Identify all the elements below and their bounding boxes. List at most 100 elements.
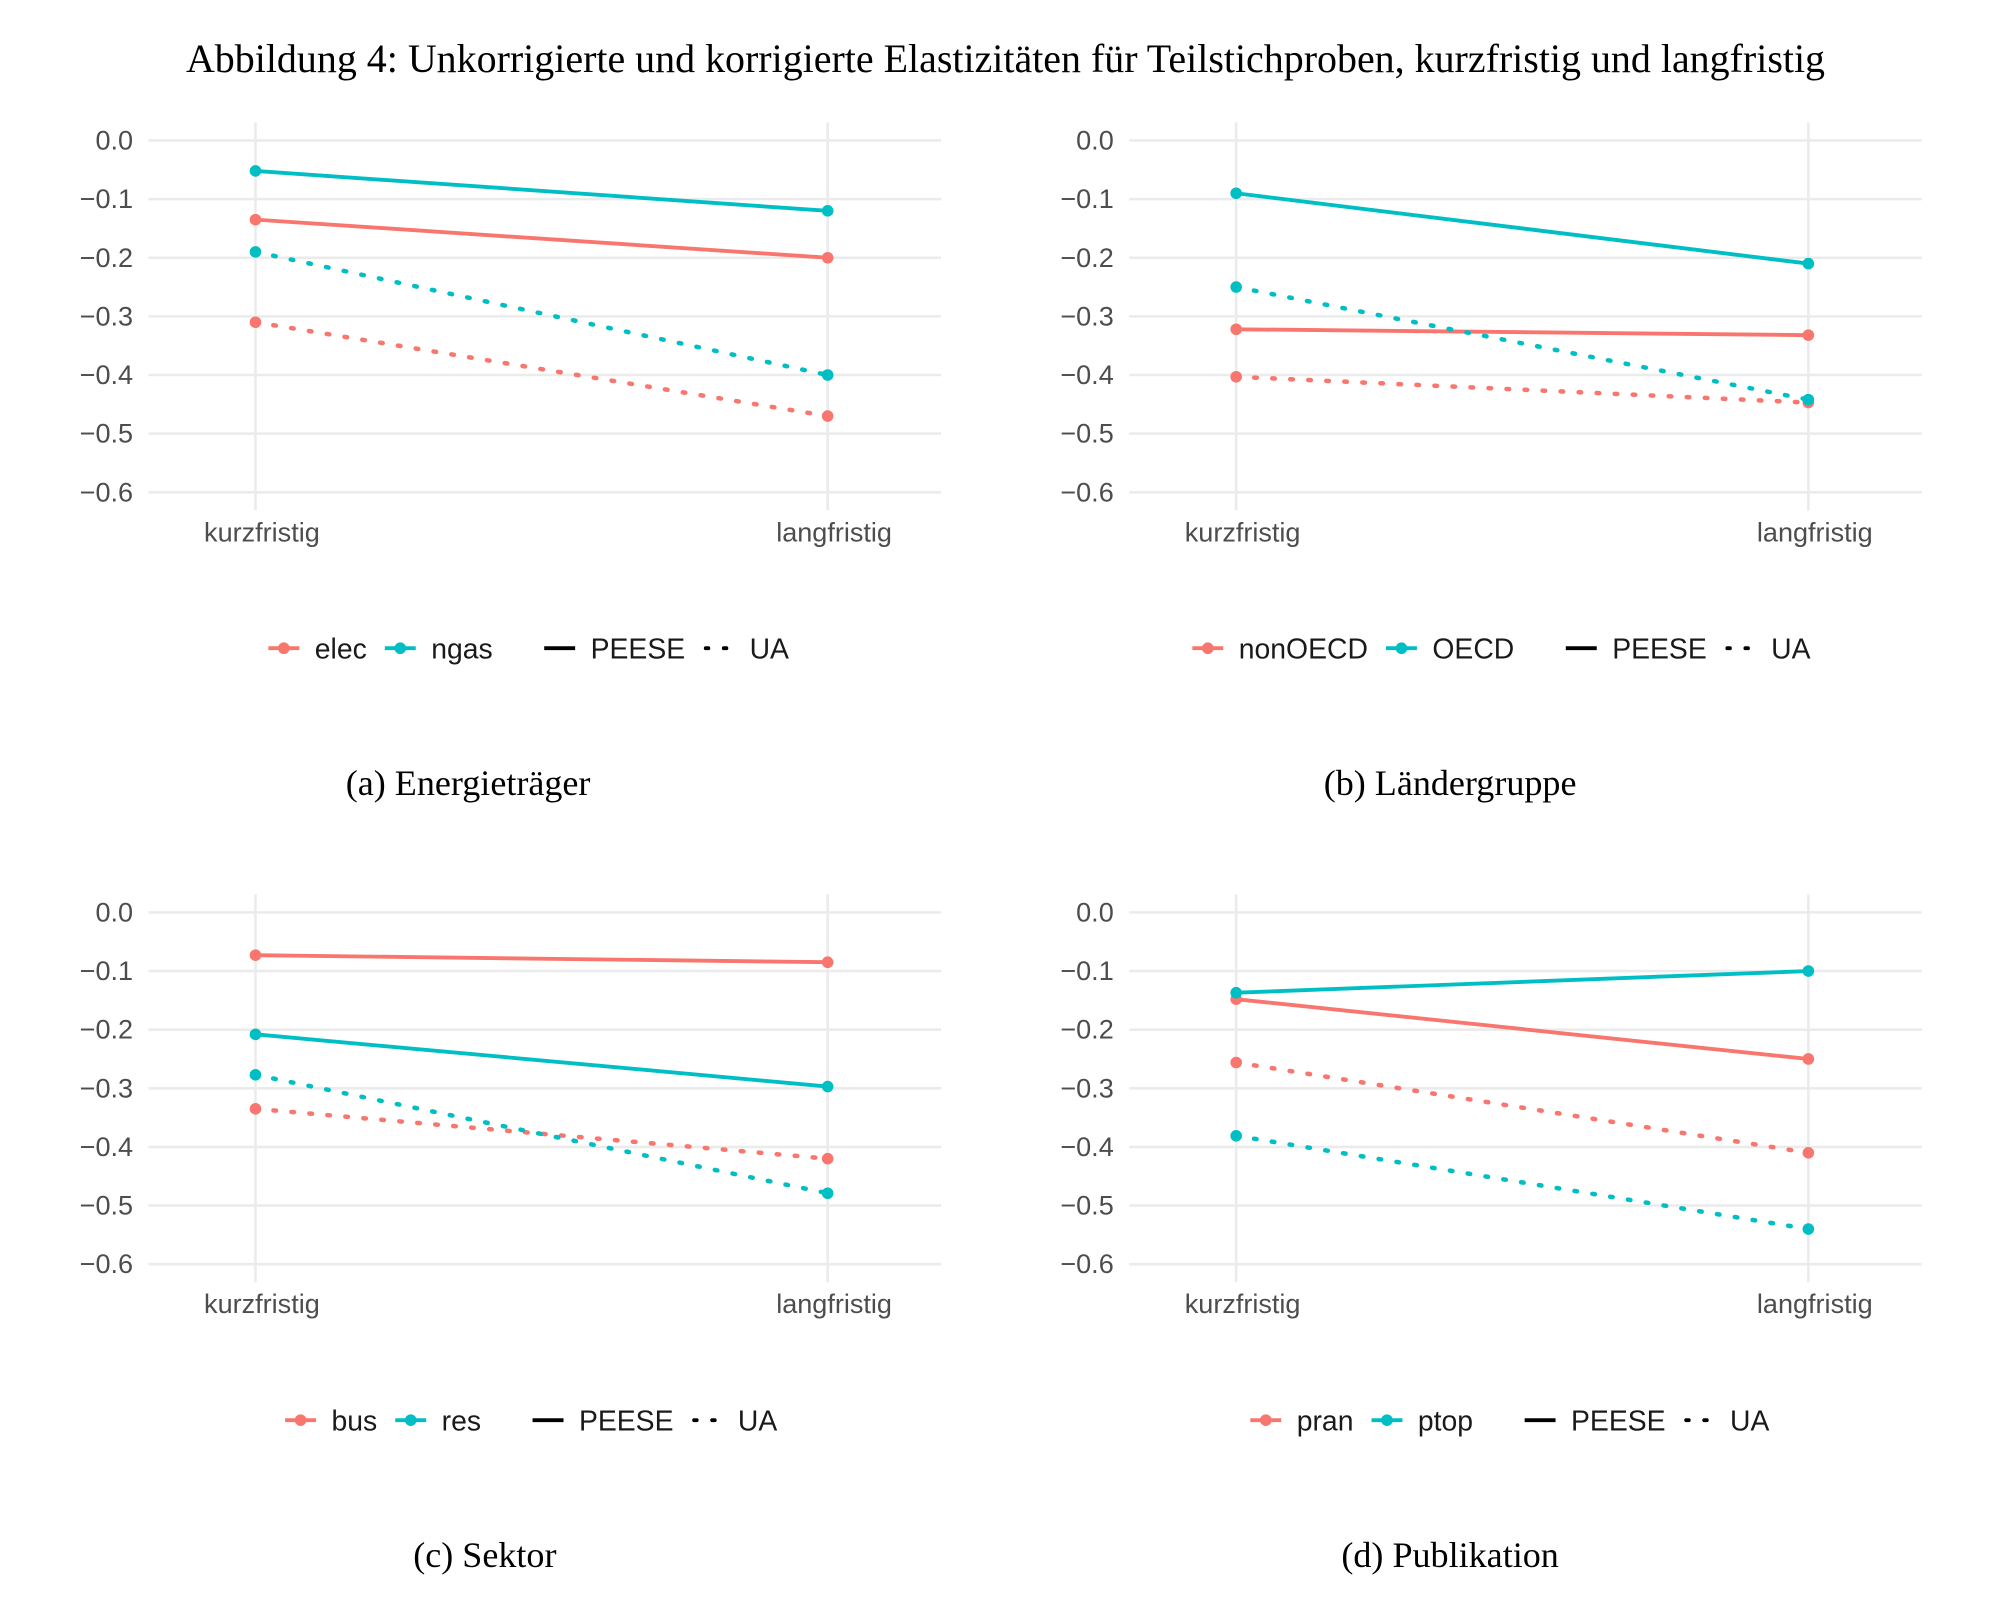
data-point-OECD-UA [1230,281,1242,293]
data-point-ptop-UA [1802,1223,1815,1235]
y-tick-label: −0.6 [80,477,133,507]
series-line-bus-PEESE [255,953,828,965]
panel-a: 0.0 −0.1 −0.2 −0.3 −0.4 −0.5 −0.6 kurzfristig la… [80,122,942,803]
y-tick-label: −0.2 [80,243,133,273]
series-line-OECD-PEESE [1235,191,1809,266]
legend-key-point [1260,1414,1272,1426]
data-point-ptop-UA [1230,1129,1242,1142]
series-line-ngas-PEESE [255,169,828,213]
y-tick-label: 0.0 [95,125,133,155]
y-tick-label: −0.3 [80,1073,133,1103]
legend-label-PEESE: PEESE [1571,1405,1666,1437]
data-point-pran-UA [1230,1056,1242,1069]
data-point-bus-UA [821,1152,834,1165]
y-tick-label: 0.0 [1076,897,1114,927]
y-tick-label: −0.5 [80,1191,133,1221]
data-point-ngas-PEESE [249,165,262,177]
data-point-ngas-PEESE [821,205,834,217]
y-tick-label: −0.3 [1060,1073,1113,1103]
legend-label-nonOECD: nonOECD [1239,634,1368,666]
data-point-nonOECD-UA [1230,370,1242,383]
data-point-res-UA [249,1069,262,1081]
y-tick-label: 0.0 [1076,125,1114,155]
series-line-elec-UA [253,319,830,419]
y-tick-label: −0.1 [1060,184,1113,214]
x-tick-label: kurzfristig [204,1289,320,1319]
series-line-res-UA [253,1072,830,1196]
data-point-elec-PEESE [249,213,262,226]
legend-key-point [278,642,290,655]
legend-label-PEESE: PEESE [591,634,686,666]
data-point-ptop-PEESE [1802,965,1815,977]
y-tick-label: −0.3 [80,301,133,331]
x-tick-label: kurzfristig [204,517,320,547]
data-point-bus-PEESE [821,956,834,969]
data-point-bus-PEESE [249,949,262,961]
panel-d: 0.0 −0.1 −0.2 −0.3 −0.4 −0.5 −0.6 kurzfristig la… [1060,894,1922,1575]
legend-label-UA: UA [750,634,789,666]
y-tick-label: −0.5 [1060,1191,1113,1221]
x-tick-label: kurzfristig [1185,1289,1301,1319]
data-point-OECD-PEESE [1230,187,1242,200]
y-tick-label: −0.1 [80,184,133,214]
legend-label-UA: UA [1730,1405,1769,1437]
data-point-bus-UA [249,1103,262,1115]
legend-label-res: res [442,1405,481,1437]
series-line-nonOECD-PEESE [1236,327,1809,338]
legend: bus res PEESE UA [285,1405,777,1437]
data-point-pran-PEESE [1802,1053,1815,1065]
y-tick-label: −0.5 [80,419,133,449]
data-point-pran-UA [1802,1147,1815,1159]
series-line-res-PEESE [255,1032,828,1089]
legend-label-PEESE: PEESE [579,1405,674,1437]
data-point-elec-PEESE [821,251,834,264]
series-line-pran-PEESE [1235,997,1809,1061]
data-point-res-UA [821,1187,834,1200]
legend-label-ngas: ngas [431,634,492,666]
x-tick-label: kurzfristig [1185,517,1301,547]
legend-key-point [1381,1414,1393,1426]
panel-b: 0.0 −0.1 −0.2 −0.3 −0.4 −0.5 −0.6 kurzfristig la… [1060,122,1922,803]
x-tick-label: langfristig [1757,517,1873,547]
legend-label-PEESE: PEESE [1612,634,1707,666]
data-point-OECD-PEESE [1802,257,1815,270]
legend: nonOECD OECD PEESE UA [1192,634,1811,666]
data-point-ngas-UA [249,246,262,258]
y-tick-label: −0.2 [1060,243,1113,273]
y-tick-label: −0.2 [1060,1015,1113,1045]
legend-label-ptop: ptop [1418,1405,1473,1437]
y-tick-label: −0.1 [1060,956,1113,986]
series-line-ptop-PEESE [1236,969,1809,995]
legend-label-elec: elec [315,634,367,666]
legend-label-pran: pran [1297,1405,1354,1437]
legend-label-UA: UA [1771,634,1810,666]
series-line-elec-PEESE [255,217,828,260]
figure-title: Abbildung 4: Unkorrigierte und korrigier… [186,36,1825,81]
series-line-ngas-UA [253,249,830,378]
legend: elec ngas PEESE UA [268,634,789,666]
data-point-res-PEESE [249,1028,262,1041]
legend-key-point [1395,642,1408,655]
data-point-res-PEESE [821,1080,834,1093]
y-tick-label: −0.6 [1060,1249,1113,1279]
x-tick-label: langfristig [1757,1289,1873,1319]
data-point-nonOECD-PEESE [1802,329,1815,341]
y-tick-label: −0.2 [80,1015,133,1045]
x-tick-label: langfristig [776,517,892,547]
y-tick-label: −0.4 [80,360,133,390]
legend-label-bus: bus [332,1405,378,1437]
legend-key-point [294,1414,307,1426]
legend-label-OECD: OECD [1432,634,1514,666]
panel-c: 0.0 −0.1 −0.2 −0.3 −0.4 −0.5 −0.6 kurzfristig la… [80,894,942,1575]
y-tick-label: −0.6 [80,1249,133,1279]
y-tick-label: −0.4 [1060,1132,1113,1162]
series-line-nonOECD-UA [1233,374,1811,405]
y-tick-label: −0.6 [1060,477,1113,507]
series-line-ptop-UA [1233,1133,1811,1232]
data-point-nonOECD-PEESE [1230,323,1242,336]
panel-caption: (c) Sektor [413,1535,556,1575]
y-tick-label: −0.5 [1060,419,1113,449]
x-tick-label: langfristig [776,1289,892,1319]
legend-key-point [1202,642,1214,655]
